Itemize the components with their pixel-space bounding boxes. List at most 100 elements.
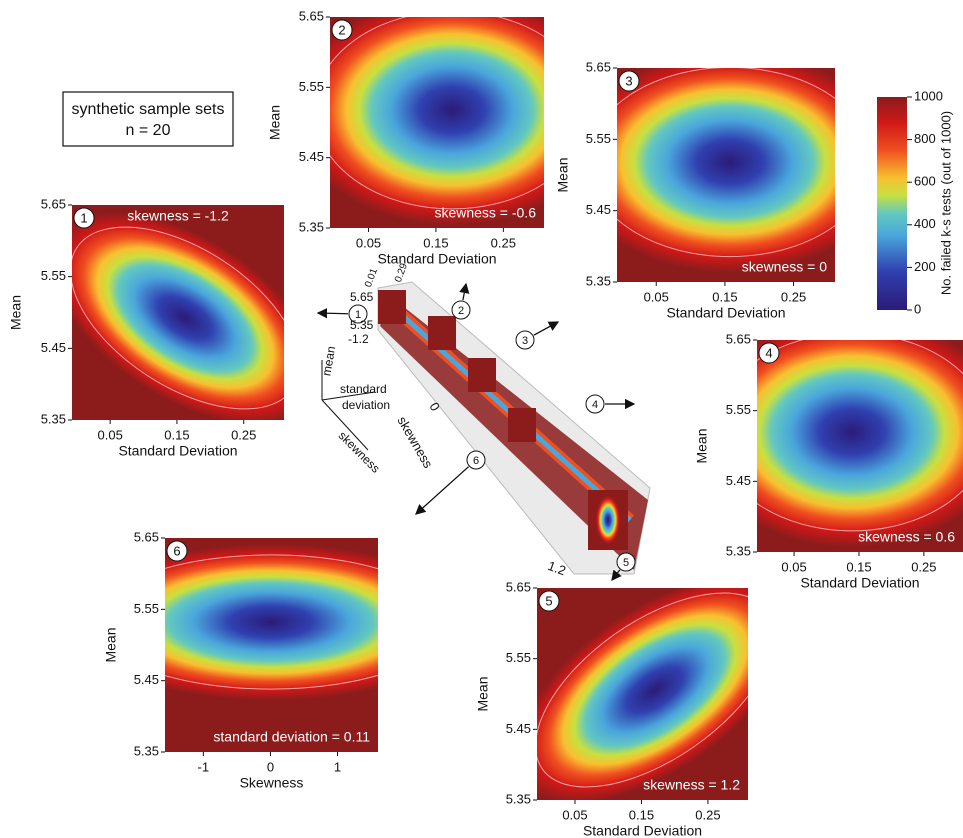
center-tick-label: 5.35: [350, 318, 374, 332]
x-tick-label: 0.25: [491, 235, 516, 250]
heatmap: [165, 538, 378, 752]
contour: [757, 340, 963, 532]
contour: [165, 554, 378, 690]
center-tick-label: -1.2: [348, 332, 369, 346]
panel-badge: [73, 207, 95, 229]
x-tick-label: 0.25: [911, 559, 936, 574]
center-badge-number: 5: [623, 557, 629, 569]
y-tick-label: 5.45: [134, 672, 159, 687]
panel: 3 skewness = 0 5.65 5.55 5.45 5.35 0.05 0.15 0.2…: [555, 59, 835, 321]
heatmap-blob: [165, 544, 378, 700]
center-badge: [466, 450, 486, 470]
y-tick-label: 5.35: [299, 219, 324, 234]
arrow: [316, 308, 349, 319]
heatmap-blob: [537, 588, 748, 800]
y-axis-label: Mean: [475, 676, 491, 711]
panel-annotation: standard deviation = 0.11: [213, 729, 370, 745]
y-tick-label: 5.65: [506, 579, 531, 594]
y-axis-label: Mean: [694, 428, 710, 463]
axis-legend-label: mean: [319, 345, 338, 377]
colorbar-tick-label: 400: [914, 216, 936, 231]
arrow: [533, 321, 560, 336]
y-axis-label: Mean: [267, 105, 283, 140]
colorbar-label: No. failed k-s tests (out of 1000): [938, 111, 953, 295]
colorbar: [877, 97, 907, 310]
heatmap: [330, 17, 544, 228]
x-tick-label: 0.05: [356, 235, 381, 250]
panel-badge: [331, 19, 353, 41]
y-axis-label: Mean: [8, 295, 24, 330]
x-axis-label: Standard Deviation: [377, 251, 496, 267]
y-tick-label: 5.55: [506, 650, 531, 665]
axis-legend-label: skewness: [336, 428, 383, 475]
panel-badge-number: 4: [765, 345, 772, 360]
arrow: [611, 569, 622, 582]
colorbar-tick-label: 0: [914, 301, 921, 316]
panel: 1 skewness = -1.2 5.65 5.55 5.45 5.35 0.05 0.15…: [8, 196, 284, 459]
center-badge: [451, 300, 471, 320]
center-badge-number: 4: [592, 399, 598, 411]
x-tick-label: 1: [334, 759, 341, 774]
center-illustration: [321, 281, 651, 575]
contour: [537, 592, 748, 788]
contour: [330, 17, 544, 210]
center-badge-number: 1: [355, 309, 361, 321]
y-tick-label: 5.65: [299, 8, 324, 23]
x-tick-label: 0.15: [164, 427, 189, 442]
heatmap-blob: [72, 212, 284, 420]
y-tick-label: 5.35: [41, 411, 66, 426]
x-tick-label: 0.05: [562, 807, 587, 822]
x-tick-label: 0.05: [781, 559, 806, 574]
panel: 2 skewness = -0.6 5.65 5.55 5.45 5.35 0.05 0.15…: [267, 8, 544, 267]
colorbar-tick-label: 800: [914, 131, 936, 146]
x-tick-label: 0.15: [423, 235, 448, 250]
y-tick-label: 5.55: [134, 601, 159, 616]
y-tick-label: 5.35: [726, 543, 751, 558]
center-badge: [348, 304, 368, 324]
center-badge-number: 2: [458, 305, 464, 317]
x-tick-label: 0.25: [781, 289, 806, 304]
y-tick-label: 5.55: [299, 79, 324, 94]
y-tick-label: 5.45: [506, 721, 531, 736]
y-tick-label: 5.45: [41, 340, 66, 355]
x-tick-label: 0.25: [231, 427, 256, 442]
heatmap-blob: [757, 340, 963, 547]
y-tick-label: 5.65: [726, 331, 751, 346]
y-axis-label: Mean: [103, 627, 119, 662]
heatmap: [757, 340, 963, 552]
x-axis-label: Skewness: [240, 775, 304, 791]
center-badge: [616, 552, 636, 572]
y-tick-label: 5.55: [726, 402, 751, 417]
y-tick-label: 5.55: [41, 268, 66, 283]
y-tick-label: 5.65: [41, 196, 66, 211]
y-tick-label: 5.45: [586, 202, 611, 217]
x-tick-label: 0.15: [712, 289, 737, 304]
legend-box: [62, 91, 234, 147]
panel-annotation: skewness = 0: [742, 259, 827, 275]
center-badge-number: 6: [473, 455, 479, 467]
colorbar-tick-label: 1000: [914, 88, 943, 103]
colorbar-tick-label: 600: [914, 174, 936, 189]
panel-badge-number: 6: [173, 543, 180, 558]
axis-legend-label: standard: [340, 382, 387, 396]
y-tick-label: 5.65: [586, 59, 611, 74]
panel-badge-number: 1: [80, 210, 87, 225]
axis-legend-label: deviation: [342, 398, 390, 412]
x-axis-label: Standard Deviation: [583, 823, 702, 838]
panel-annotation: skewness = -0.6: [434, 205, 536, 221]
heatmap-blob: [330, 17, 544, 225]
panel: 4 skewness = 0.6 5.65 5.55 5.45 5.35 0.05 0.15 0…: [694, 331, 963, 591]
y-tick-label: 5.45: [299, 149, 324, 164]
x-axis-label: Standard Deviation: [666, 305, 785, 321]
center-tick-label: 1.2: [546, 558, 568, 578]
panel-badge-number: 5: [545, 593, 552, 608]
x-tick-label: 0.05: [98, 427, 123, 442]
heatmap: [72, 205, 284, 420]
x-tick-label: 0: [267, 759, 274, 774]
legend-text: n = 20: [126, 122, 171, 139]
center-tick-label: 0: [426, 400, 443, 414]
x-axis-label: Standard Deviation: [118, 443, 237, 459]
legend-text: synthetic sample sets: [72, 101, 225, 118]
y-tick-label: 5.55: [586, 131, 611, 146]
